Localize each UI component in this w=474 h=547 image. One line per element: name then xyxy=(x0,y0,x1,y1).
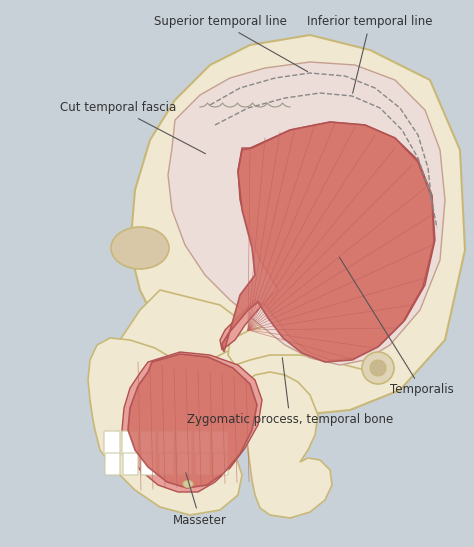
Ellipse shape xyxy=(111,227,169,269)
Polygon shape xyxy=(130,35,465,415)
Text: Inferior temporal line: Inferior temporal line xyxy=(307,15,433,94)
FancyBboxPatch shape xyxy=(177,453,192,475)
FancyBboxPatch shape xyxy=(141,453,156,475)
Polygon shape xyxy=(90,290,240,505)
Polygon shape xyxy=(220,122,435,360)
Text: Cut temporal fascia: Cut temporal fascia xyxy=(60,102,206,154)
FancyBboxPatch shape xyxy=(105,453,120,475)
FancyBboxPatch shape xyxy=(123,453,138,475)
FancyBboxPatch shape xyxy=(158,431,174,455)
FancyBboxPatch shape xyxy=(122,431,138,455)
Polygon shape xyxy=(168,62,445,365)
Text: Zygomatic process, temporal bone: Zygomatic process, temporal bone xyxy=(187,358,393,427)
Circle shape xyxy=(370,360,386,376)
Polygon shape xyxy=(122,352,262,492)
FancyBboxPatch shape xyxy=(194,431,210,455)
Polygon shape xyxy=(128,354,257,488)
FancyBboxPatch shape xyxy=(159,453,174,475)
Circle shape xyxy=(362,352,394,384)
Polygon shape xyxy=(88,338,332,518)
Text: Temporalis: Temporalis xyxy=(339,257,454,397)
Polygon shape xyxy=(222,122,434,362)
FancyBboxPatch shape xyxy=(213,453,228,475)
Text: Masseter: Masseter xyxy=(173,473,227,527)
Polygon shape xyxy=(228,325,375,370)
FancyBboxPatch shape xyxy=(104,431,120,455)
Text: Superior temporal line: Superior temporal line xyxy=(154,15,308,72)
FancyBboxPatch shape xyxy=(212,431,228,455)
FancyBboxPatch shape xyxy=(176,431,192,455)
Ellipse shape xyxy=(183,480,193,487)
FancyBboxPatch shape xyxy=(195,453,210,475)
FancyBboxPatch shape xyxy=(140,431,156,455)
